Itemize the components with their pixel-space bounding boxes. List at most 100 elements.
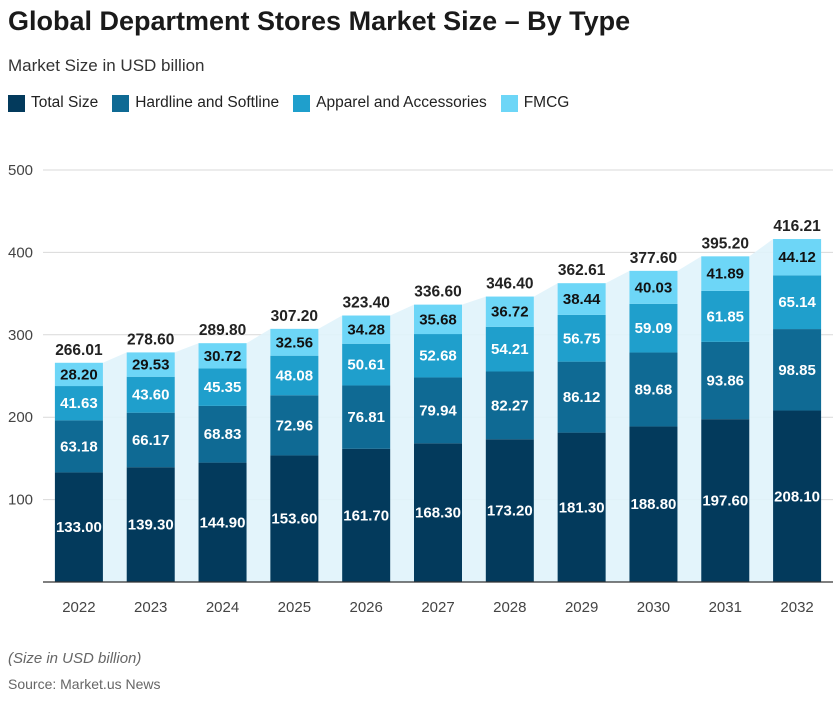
segment-value-label: 139.30: [128, 517, 174, 534]
segment-value-label: 44.12: [778, 249, 816, 266]
total-value-label: 362.61: [558, 262, 606, 279]
segment-value-label: 29.53: [132, 357, 170, 374]
bar-segment: [773, 275, 822, 330]
segment-value-label: 38.44: [563, 291, 601, 308]
segment-value-label: 188.80: [631, 496, 677, 513]
segment-value-label: 98.85: [778, 362, 816, 379]
total-value-label: 377.60: [630, 250, 677, 267]
segment-value-label: 41.89: [706, 266, 744, 283]
segment-value-label: 208.10: [774, 488, 820, 505]
legend-swatch: [293, 94, 311, 112]
bar-segment: [557, 314, 606, 362]
bar-segment: [773, 329, 822, 411]
bar-segment: [773, 410, 822, 582]
total-value-label: 336.60: [414, 284, 461, 301]
segment-value-label: 66.17: [132, 432, 170, 449]
legend-swatch: [8, 94, 25, 112]
total-value-label: 278.60: [127, 331, 174, 348]
y-tick-label: 500: [8, 162, 33, 179]
chart-subtitle: Market Size in USD billion: [8, 56, 205, 75]
x-tick-label: 2031: [709, 599, 742, 616]
y-tick-label: 400: [8, 244, 33, 261]
bar-segment: [342, 343, 391, 386]
segment-value-label: 48.08: [276, 368, 314, 385]
x-tick-label: 2026: [349, 599, 382, 616]
segment-value-label: 68.83: [204, 426, 242, 443]
bar-segment: [198, 405, 247, 463]
legend-swatch: [500, 94, 518, 112]
bar-segment: [342, 448, 391, 582]
bar-segment: [126, 352, 175, 377]
total-value-label: 289.80: [199, 322, 246, 339]
bar-segment: [198, 368, 247, 406]
legend-label: Total Size: [31, 94, 99, 111]
stacked-bar-chart: 100 200 300 400 500 133.00 63.18 41.63 28.20 266.…: [8, 162, 833, 616]
y-tick-label: 300: [8, 327, 33, 344]
segment-value-label: 61.85: [706, 308, 744, 325]
total-value-label: 346.40: [486, 276, 533, 293]
bar-segment: [270, 328, 319, 356]
x-tick-label: 2029: [565, 599, 598, 616]
bar-segment: [270, 455, 319, 582]
bar-segment: [629, 426, 678, 582]
segment-value-label: 89.68: [635, 381, 673, 398]
total-value-label: 307.20: [271, 308, 318, 325]
segment-value-label: 30.72: [204, 348, 242, 365]
segment-value-label: 181.30: [559, 499, 605, 516]
bar-segment: [629, 352, 678, 427]
legend-item-hardline-softline: Hardline and Softline: [112, 94, 279, 112]
segment-value-label: 72.96: [276, 417, 314, 434]
segment-value-label: 40.03: [635, 279, 673, 296]
total-value-label: 395.20: [702, 235, 749, 252]
segment-value-label: 59.09: [635, 320, 673, 337]
bar-segment: [54, 472, 103, 582]
x-tick-label: 2028: [493, 599, 526, 616]
segment-value-label: 56.75: [563, 330, 601, 347]
footnote: (Size in USD billion): [8, 650, 142, 667]
bar-segment: [54, 362, 103, 387]
bar-segment: [701, 290, 750, 342]
segment-value-label: 65.14: [778, 294, 816, 311]
segment-value-label: 45.35: [204, 379, 242, 396]
bar-segment: [485, 371, 534, 440]
segment-value-label: 54.21: [491, 341, 529, 358]
x-tick-label: 2022: [62, 599, 95, 616]
x-tick-label: 2025: [278, 599, 311, 616]
bar-segment: [342, 385, 391, 449]
segment-value-label: 144.90: [200, 514, 246, 531]
segment-value-label: 86.12: [563, 389, 601, 406]
legend-item-fmcg: FMCG: [500, 94, 570, 112]
segment-value-label: 133.00: [56, 519, 102, 536]
bar-segment: [701, 419, 750, 582]
total-value-label: 416.21: [773, 218, 821, 235]
bar-segment: [270, 395, 319, 456]
segment-value-label: 173.20: [487, 503, 533, 520]
segment-value-label: 43.60: [132, 387, 170, 404]
x-tick-label: 2030: [637, 599, 670, 616]
legend-label: Hardline and Softline: [135, 94, 280, 111]
source-text: Source: Market.us News: [8, 676, 161, 692]
legend-item-total-size: Total Size: [8, 94, 98, 112]
segment-value-label: 153.60: [271, 511, 317, 528]
bar-segment: [414, 443, 462, 582]
legend-item-apparel-accessories: Apparel and Accessories: [293, 94, 487, 112]
legend-swatch: [112, 94, 130, 112]
segment-value-label: 161.70: [343, 507, 389, 524]
bar-segment: [270, 355, 319, 396]
segment-value-label: 82.27: [491, 397, 529, 414]
bar-segment: [54, 420, 103, 473]
bar-segment: [414, 377, 462, 444]
bar-segment: [773, 239, 822, 276]
bar-segment: [485, 439, 534, 582]
bar-segment: [701, 256, 750, 291]
segment-value-label: 28.20: [60, 366, 98, 383]
chart-title: Global Department Stores Market Size – B…: [8, 6, 631, 36]
total-value-label: 323.40: [342, 295, 389, 312]
segment-value-label: 79.94: [419, 402, 457, 419]
segment-value-label: 34.28: [347, 322, 385, 339]
bar-segment: [557, 283, 606, 315]
bar-segment: [342, 315, 391, 344]
segment-value-label: 41.63: [60, 395, 98, 412]
bar-segment: [414, 334, 462, 378]
legend-label: FMCG: [523, 94, 570, 111]
